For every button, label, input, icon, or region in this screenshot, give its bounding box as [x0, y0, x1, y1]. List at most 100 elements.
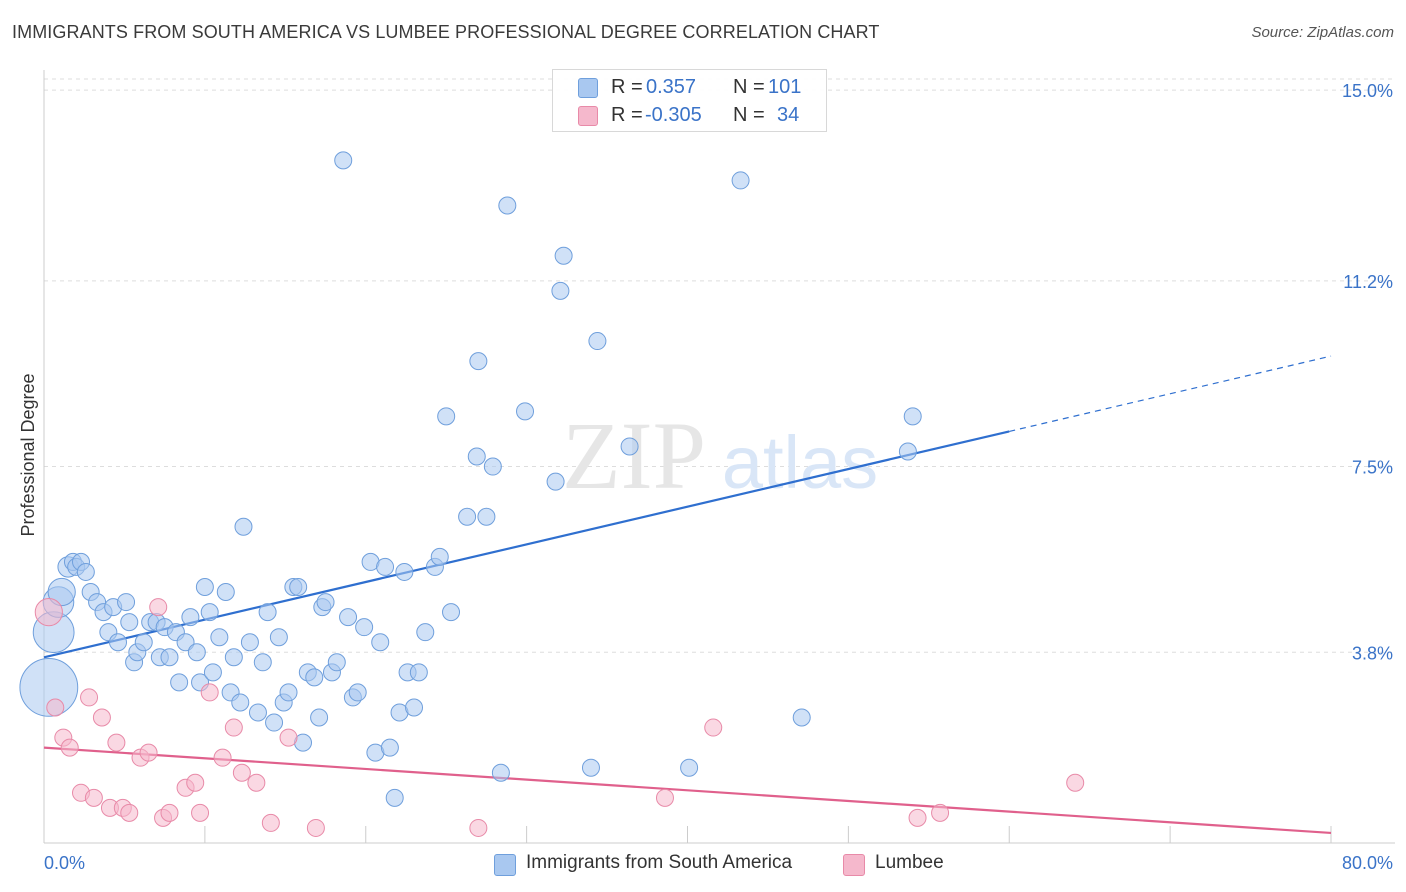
immigrants-point — [405, 698, 424, 717]
y-tick-label: 15.0% — [1342, 81, 1393, 101]
immigrants-point — [467, 447, 486, 466]
watermark-atlas: atlas — [722, 421, 878, 504]
immigrants-point — [554, 246, 573, 265]
n-value: 34 — [777, 104, 800, 126]
immigrants-point — [195, 578, 214, 597]
lumbee-point — [120, 803, 139, 822]
immigrants-point — [792, 708, 811, 727]
lumbee-point — [60, 738, 79, 757]
lumbee-point — [34, 598, 63, 627]
r-value: -0.305 — [645, 104, 702, 126]
lumbee-point — [46, 698, 65, 717]
legend-row-immigrants: R = 0.357 N = 101 — [553, 74, 826, 100]
immigrants-point — [305, 668, 324, 687]
n-value: 101 — [768, 76, 802, 98]
lumbee-point — [84, 788, 103, 807]
legend-swatch-pink — [578, 106, 598, 126]
immigrants-point — [620, 437, 639, 456]
lumbee-point — [186, 773, 205, 792]
legend-row-lumbee: R = -0.305 N = 34 — [553, 102, 826, 128]
immigrants-point — [483, 457, 502, 476]
lumbee-point — [469, 818, 488, 837]
lumbee-point — [80, 688, 99, 707]
immigrants-point — [546, 472, 565, 491]
immigrants-point — [258, 603, 277, 622]
immigrants-point — [355, 618, 374, 637]
immigrants-point — [248, 703, 267, 722]
lumbee-point — [655, 788, 674, 807]
immigrants-point — [581, 758, 600, 777]
immigrants-point — [903, 407, 922, 426]
immigrants-point — [265, 713, 284, 732]
y-tick-label: 3.8% — [1352, 643, 1393, 663]
legend-label: Lumbee — [875, 852, 944, 873]
lumbee-point — [139, 743, 158, 762]
lumbee-point — [224, 718, 243, 737]
y-axis-label: Professional Degree — [18, 373, 38, 536]
lumbee-point — [232, 763, 251, 782]
immigrants-point — [240, 633, 259, 652]
immigrants-point — [551, 281, 570, 300]
axes — [43, 70, 1395, 844]
immigrants-point — [371, 633, 390, 652]
immigrants-point — [187, 643, 206, 662]
immigrants-point — [109, 633, 128, 652]
immigrants-point — [395, 562, 414, 581]
immigrants-point — [203, 663, 222, 682]
immigrants-point — [442, 603, 461, 622]
immigrants-point — [269, 628, 288, 647]
immigrants-point — [234, 517, 253, 536]
tick-labels: 3.8% 7.5% 11.2% 15.0% 0.0% 80.0% — [44, 81, 1393, 873]
lumbee-point — [191, 803, 210, 822]
n-label: N = — [733, 104, 765, 126]
x-tick-label: 0.0% — [44, 853, 85, 873]
immigrants-point — [120, 613, 139, 632]
r-label: R = — [611, 104, 643, 126]
immigrants-point — [316, 593, 335, 612]
r-value: 0.357 — [646, 76, 697, 98]
y-tick-label: 7.5% — [1352, 458, 1393, 478]
immigrants-point — [47, 577, 76, 607]
immigrants-point — [376, 557, 395, 576]
immigrants-point — [310, 708, 329, 727]
lumbee-point — [213, 748, 232, 767]
immigrants-point — [253, 653, 272, 672]
immigrants-point — [117, 593, 136, 612]
immigrants-point — [76, 562, 95, 581]
lumbee-point — [149, 598, 168, 617]
correlation-legend: R = 0.357 N = 101 R = -0.305 N = 34 — [552, 69, 827, 132]
legend-label: Immigrants from South America — [526, 852, 793, 873]
y-tick-label: 11.2% — [1343, 272, 1393, 292]
immigrants-point — [380, 738, 399, 757]
immigrants-point — [498, 196, 517, 215]
immigrants-point — [731, 171, 750, 190]
gridlines — [44, 78, 1395, 653]
immigrants-point — [334, 151, 353, 170]
lumbee-point — [261, 813, 280, 832]
immigrants-point — [210, 628, 229, 647]
immigrants-point — [416, 623, 435, 642]
lumbee-point — [1066, 773, 1085, 792]
lumbee-point — [704, 718, 723, 737]
x-tick-label: 80.0% — [1342, 853, 1393, 873]
watermark: ZIP atlas — [562, 402, 878, 509]
immigrants-point — [224, 648, 243, 667]
immigrants-trend-extension — [1009, 355, 1332, 432]
immigrants-point — [327, 653, 346, 672]
data-points — [19, 151, 1085, 837]
immigrants-point — [279, 683, 298, 702]
immigrants-point — [385, 788, 404, 807]
immigrants-point — [200, 603, 219, 622]
legend-swatch-pink — [843, 854, 865, 876]
n-label: N = — [733, 76, 765, 98]
lumbee-point — [931, 803, 950, 822]
immigrants-point — [491, 763, 510, 782]
immigrants-point — [409, 663, 428, 682]
immigrants-point — [289, 578, 308, 597]
immigrants-point — [19, 657, 79, 717]
legend-swatch-blue — [494, 854, 516, 876]
immigrants-point — [160, 648, 179, 667]
lumbee-point — [908, 808, 927, 827]
immigrants-point — [231, 693, 250, 712]
